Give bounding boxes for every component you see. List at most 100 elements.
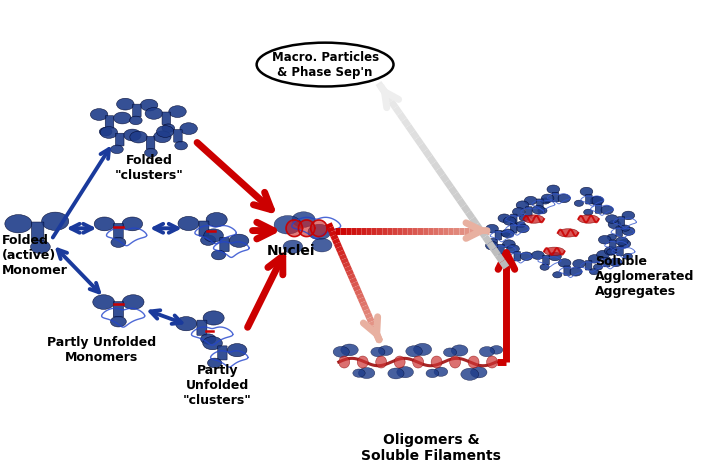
Circle shape [169, 106, 187, 118]
Ellipse shape [310, 220, 327, 236]
Circle shape [479, 347, 495, 357]
Circle shape [604, 247, 617, 255]
Circle shape [609, 258, 622, 267]
FancyBboxPatch shape [197, 320, 207, 335]
Circle shape [541, 194, 554, 203]
Circle shape [591, 196, 604, 205]
Circle shape [124, 129, 141, 141]
Circle shape [157, 126, 174, 137]
Circle shape [397, 366, 414, 378]
Ellipse shape [468, 356, 479, 368]
FancyBboxPatch shape [174, 129, 182, 142]
Circle shape [99, 128, 112, 136]
Circle shape [203, 337, 222, 350]
Circle shape [406, 346, 422, 357]
Circle shape [176, 317, 197, 331]
Circle shape [520, 252, 533, 260]
Circle shape [353, 369, 365, 377]
Ellipse shape [339, 356, 350, 368]
Circle shape [501, 230, 510, 237]
Circle shape [513, 208, 525, 216]
Circle shape [541, 198, 550, 204]
Circle shape [471, 367, 487, 378]
Circle shape [378, 346, 393, 356]
FancyBboxPatch shape [511, 224, 517, 233]
Circle shape [608, 220, 621, 229]
Ellipse shape [578, 215, 599, 223]
Text: Folded
(active)
Monomer: Folded (active) Monomer [2, 234, 68, 278]
Circle shape [229, 234, 249, 247]
Circle shape [180, 123, 197, 135]
Circle shape [570, 267, 582, 276]
Circle shape [607, 234, 617, 240]
FancyBboxPatch shape [616, 227, 622, 236]
FancyBboxPatch shape [514, 251, 520, 261]
Ellipse shape [413, 356, 424, 368]
Circle shape [618, 240, 631, 248]
Circle shape [488, 238, 498, 244]
FancyBboxPatch shape [113, 302, 123, 317]
Circle shape [207, 358, 221, 368]
FancyBboxPatch shape [585, 195, 592, 204]
FancyBboxPatch shape [31, 222, 44, 241]
FancyBboxPatch shape [113, 223, 123, 238]
Circle shape [308, 224, 331, 240]
FancyBboxPatch shape [220, 237, 229, 251]
Circle shape [145, 107, 162, 119]
Text: Nuclei: Nuclei [267, 244, 315, 258]
Circle shape [111, 237, 126, 248]
Ellipse shape [286, 220, 303, 236]
Text: Partly
Unfolded
"clusters": Partly Unfolded "clusters" [183, 364, 252, 408]
Circle shape [145, 148, 157, 157]
Circle shape [117, 98, 134, 110]
Circle shape [616, 237, 628, 245]
FancyBboxPatch shape [617, 246, 623, 256]
Ellipse shape [523, 215, 544, 223]
Circle shape [41, 212, 69, 230]
Circle shape [5, 215, 32, 233]
Circle shape [486, 224, 498, 233]
FancyBboxPatch shape [199, 221, 209, 236]
Circle shape [100, 127, 117, 138]
Circle shape [584, 209, 593, 215]
Text: Oligomers &
Soluble Filaments: Oligomers & Soluble Filaments [361, 432, 501, 463]
Circle shape [333, 347, 350, 357]
Ellipse shape [557, 229, 578, 237]
Circle shape [122, 217, 142, 231]
Circle shape [414, 343, 431, 356]
FancyBboxPatch shape [604, 257, 610, 267]
FancyBboxPatch shape [146, 136, 155, 149]
Circle shape [490, 346, 503, 354]
Circle shape [503, 217, 516, 225]
Circle shape [204, 229, 224, 242]
Circle shape [227, 344, 247, 357]
Circle shape [283, 240, 303, 253]
Circle shape [110, 316, 126, 327]
Circle shape [312, 238, 332, 252]
Circle shape [622, 211, 634, 219]
Circle shape [503, 240, 515, 249]
Circle shape [516, 201, 529, 209]
Circle shape [486, 242, 498, 250]
Text: Macro. Particles
& Phase Sep'n: Macro. Particles & Phase Sep'n [271, 51, 379, 79]
Ellipse shape [544, 247, 565, 256]
Circle shape [622, 227, 635, 235]
Circle shape [154, 131, 171, 143]
Circle shape [594, 264, 602, 270]
Circle shape [93, 295, 115, 310]
Circle shape [588, 255, 601, 263]
Circle shape [110, 145, 123, 154]
Circle shape [590, 197, 603, 205]
Circle shape [623, 253, 632, 259]
FancyBboxPatch shape [543, 255, 549, 265]
Circle shape [140, 99, 158, 111]
FancyBboxPatch shape [498, 244, 504, 254]
Circle shape [201, 334, 216, 344]
Circle shape [444, 348, 456, 357]
Circle shape [601, 206, 613, 214]
Circle shape [538, 208, 547, 214]
Circle shape [621, 225, 630, 231]
FancyBboxPatch shape [511, 214, 517, 224]
Circle shape [341, 344, 358, 356]
Ellipse shape [394, 356, 405, 368]
